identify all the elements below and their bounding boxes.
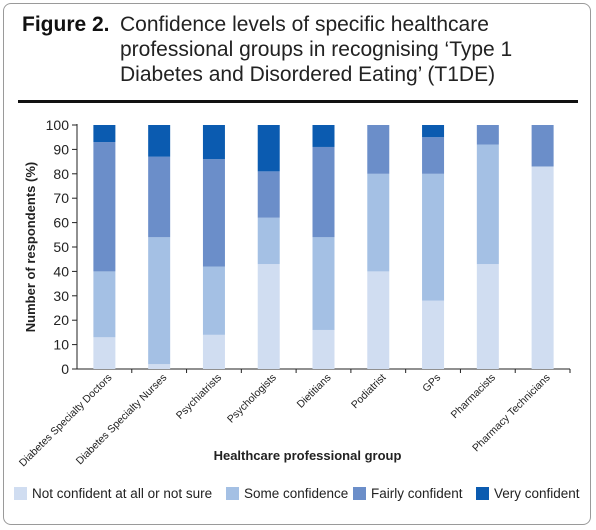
bar-segment xyxy=(148,237,171,365)
bar-segment xyxy=(257,171,280,218)
legend-label: Not confident at all or not sure xyxy=(32,486,213,501)
x-tick-label: GPs xyxy=(420,372,443,395)
bar-segment xyxy=(93,337,116,369)
bar-segment xyxy=(422,125,445,138)
legend-swatch xyxy=(226,487,239,500)
y-tick-label: 70 xyxy=(53,190,69,206)
legend-item-fairly-confident: Fairly confident xyxy=(353,486,463,501)
y-tick-label: 60 xyxy=(53,215,69,231)
chart-legend: Not confident at all or not sure Some co… xyxy=(14,486,584,504)
y-tick-label: 50 xyxy=(53,239,69,255)
bar-segment xyxy=(93,125,116,143)
x-tick-label: Psychologists xyxy=(225,372,279,426)
x-tick-label: Dietitians xyxy=(295,372,334,411)
y-tick-label: 40 xyxy=(53,263,69,279)
legend-label: Fairly confident xyxy=(371,486,463,501)
bar-segment xyxy=(367,271,390,369)
x-tick-label: Diabetes Specialty Nurses xyxy=(74,372,170,468)
bar-segment xyxy=(257,217,280,265)
x-tick-label: Podiatrist xyxy=(349,372,388,411)
bar-segment xyxy=(202,266,225,335)
y-tick-label: 10 xyxy=(53,337,69,353)
figure-label: Figure 2. xyxy=(22,13,110,36)
legend-swatch xyxy=(14,487,27,500)
legend-swatch xyxy=(353,487,366,500)
bar-segment xyxy=(148,364,171,369)
bar-segment xyxy=(531,166,554,369)
bar-segment xyxy=(367,125,390,174)
bar-segment xyxy=(312,146,335,238)
bar-segment xyxy=(422,300,445,369)
legend-label: Some confidence xyxy=(244,486,349,501)
bar-segment xyxy=(312,237,335,330)
bar-segment xyxy=(476,144,499,265)
legend-item-some-confidence: Some confidence xyxy=(226,486,348,501)
y-tick-label: 20 xyxy=(53,312,69,328)
bar-segment xyxy=(148,156,171,238)
y-tick-label: 0 xyxy=(61,361,69,377)
bar-segment xyxy=(476,264,499,369)
y-tick-label: 30 xyxy=(53,288,69,304)
bar-segment xyxy=(93,271,116,338)
bar-segment xyxy=(422,173,445,301)
y-axis-label: Number of respondents (%) xyxy=(23,162,38,332)
legend-item-very-confident: Very confident xyxy=(476,486,580,501)
bar-segment xyxy=(202,159,225,267)
legend-label: Very confident xyxy=(494,486,580,501)
x-axis-label: Healthcare professional group xyxy=(214,448,402,463)
x-tick-label: Pharmacists xyxy=(449,372,498,421)
bar-segment xyxy=(148,125,171,157)
bar-segment xyxy=(93,142,116,272)
y-tick-label: 90 xyxy=(53,141,69,157)
bar-segment xyxy=(422,137,445,174)
stacked-bar-chart: 0 10 20 30 40 50 60 70 80 90 100 Number of responde… xyxy=(17,117,571,470)
figure-caption: Confidence levels of specific healthcare… xyxy=(120,13,513,86)
bar-segment xyxy=(257,125,280,172)
bar-segment xyxy=(202,125,225,160)
bar-segment xyxy=(312,125,335,147)
bar-segment xyxy=(202,334,225,369)
y-tick-label: 100 xyxy=(46,117,70,133)
bar-segment xyxy=(257,264,280,369)
legend-swatch xyxy=(476,487,489,500)
bar-segment xyxy=(312,329,335,369)
legend-item-not-confident: Not confident at all or not sure xyxy=(14,486,212,501)
title-rule xyxy=(18,100,578,103)
bar-segment xyxy=(531,125,554,167)
y-tick-label: 80 xyxy=(53,166,69,182)
figure-title: Figure 2. Confidence levels of specific h… xyxy=(22,12,582,87)
bar-segment xyxy=(367,173,390,272)
x-tick-label: Diabetes Specialty Doctors xyxy=(17,372,115,470)
x-tick-label: Psychiatrists xyxy=(174,372,224,422)
bar-segment xyxy=(476,125,499,145)
